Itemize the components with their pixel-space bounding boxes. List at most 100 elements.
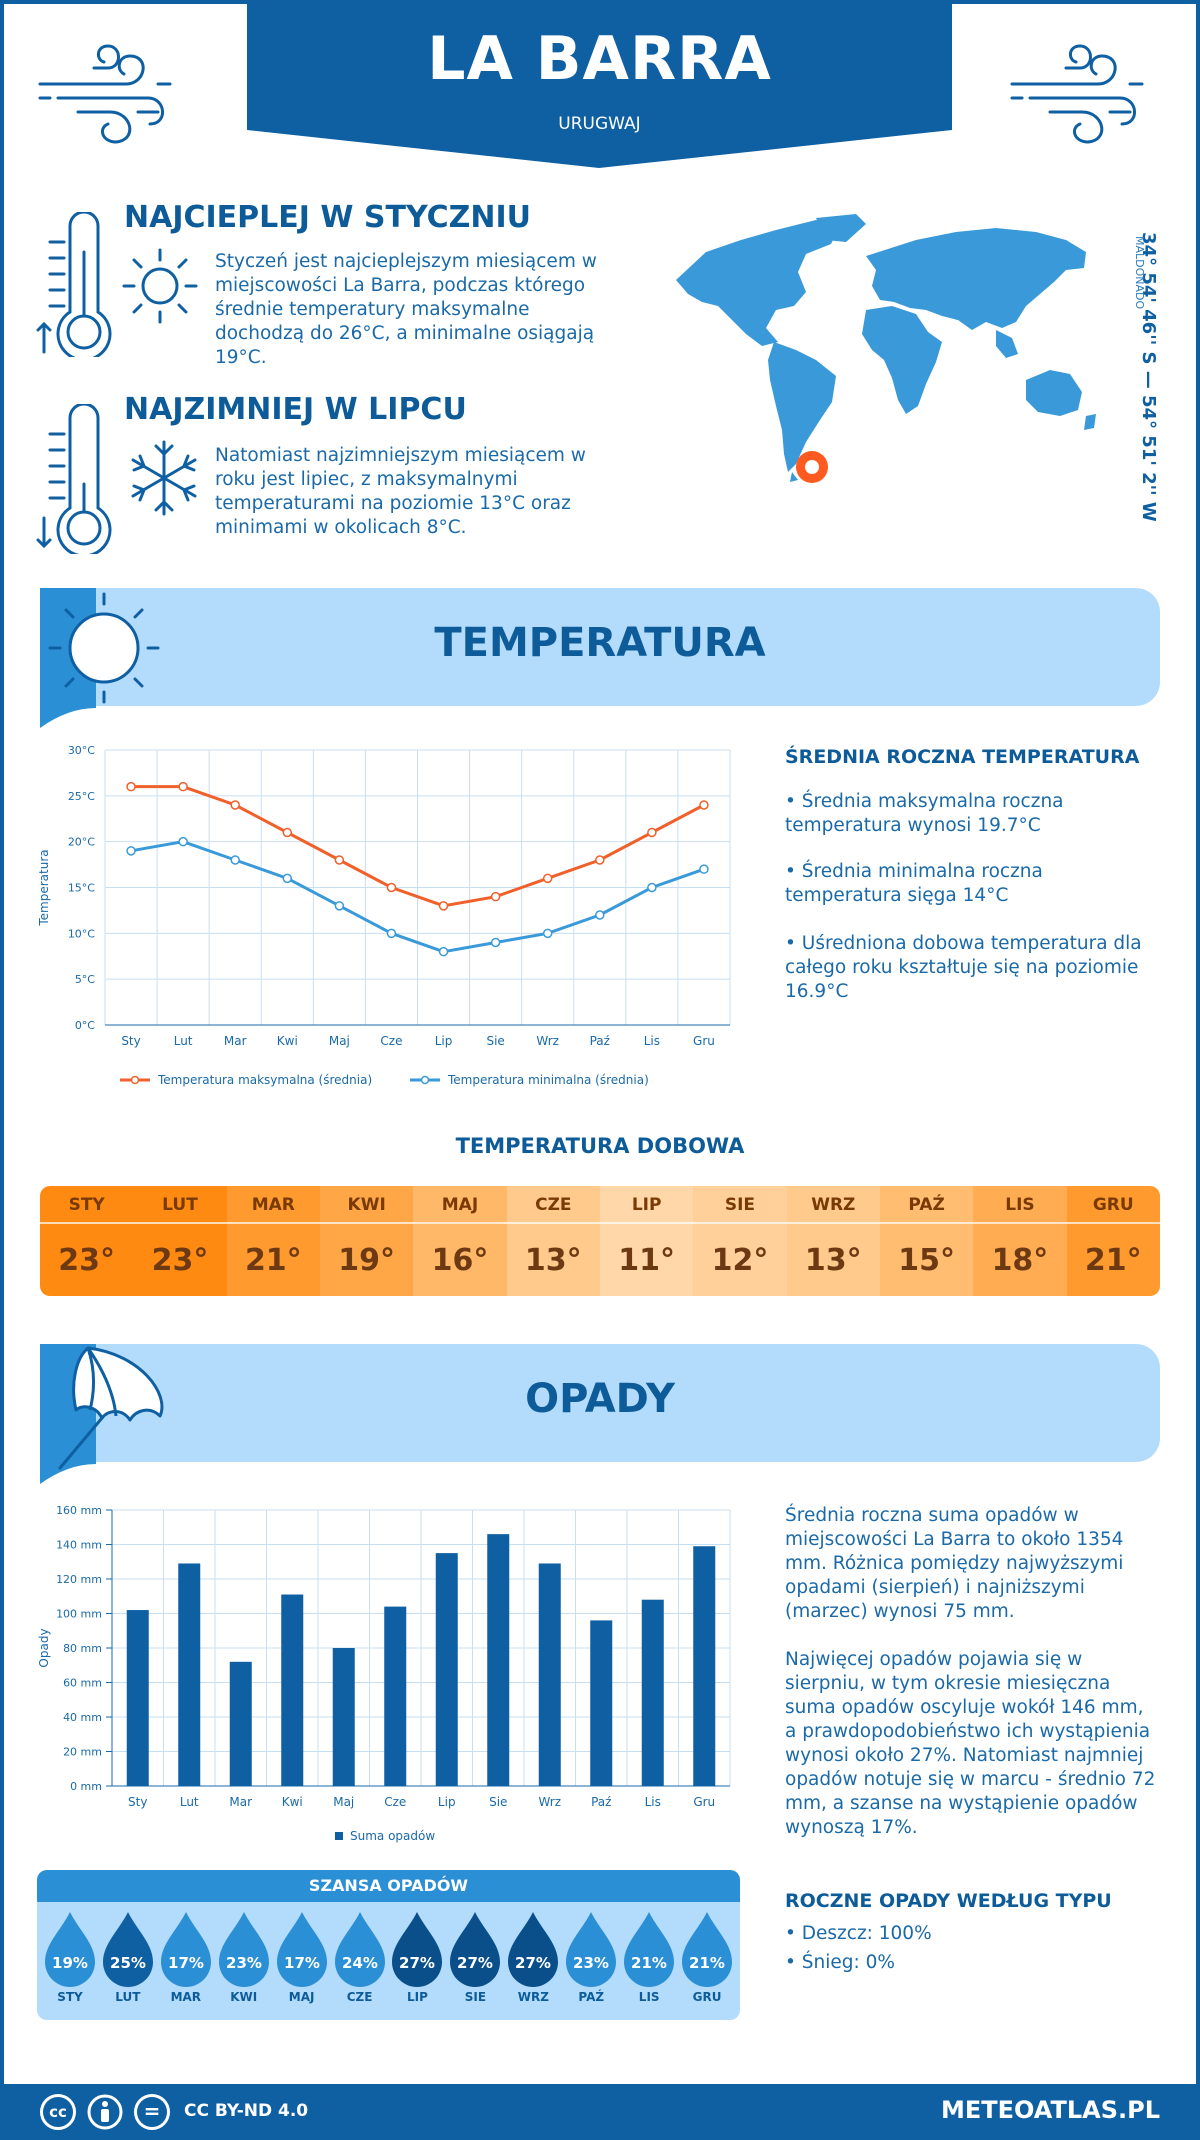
x-tick-label: Kwi	[282, 1795, 303, 1809]
rain-chance-value: 21%	[689, 1954, 725, 1972]
daily-temp-cell: SIE 12°	[693, 1186, 787, 1296]
legend-label: Suma opadów	[350, 1829, 435, 1843]
rain-chance-item: 27% WRZ	[504, 1910, 562, 2004]
daily-temp-cell: PAŹ 15°	[879, 1186, 974, 1296]
raindrop-icon: 17%	[160, 1912, 211, 1987]
daily-temp-value: 16°	[431, 1242, 489, 1278]
y-tick-label: 25°C	[68, 790, 95, 803]
daily-temp-month: KWI	[319, 1186, 414, 1224]
raindrop-icon: 23%	[566, 1912, 617, 1987]
daily-temp-cell: GRU 21°	[1066, 1186, 1160, 1296]
legend-label: Temperatura maksymalna (średnia)	[157, 1073, 372, 1087]
daily-temp-value: 21°	[1084, 1242, 1142, 1278]
wind-icon	[38, 44, 172, 144]
data-point	[595, 855, 605, 865]
cc-icon[interactable]: cc	[40, 2094, 76, 2130]
rain-chance-month: SIE	[464, 1990, 487, 2004]
y-tick-label: 5°C	[75, 973, 95, 986]
coldest-heading: NAJZIMNIEJ W LIPCU	[124, 392, 467, 427]
rain-chance-item: 27% LIP	[389, 1910, 447, 2004]
rain-chance-item: 17% MAJ	[273, 1910, 331, 2004]
daily-temp-cell: WRZ 13°	[786, 1186, 880, 1296]
y-axis-label: Opady	[37, 1628, 51, 1667]
umbrella-icon	[40, 1344, 164, 1484]
raindrop-icon: 21%	[682, 1912, 733, 1987]
y-tick-label: 140 mm	[56, 1539, 102, 1552]
rain-chance-item: 24% CZE	[331, 1910, 389, 2004]
raindrop-shape	[44, 1912, 95, 1987]
site-name[interactable]: METEOATLAS.PL	[940, 2096, 1160, 2124]
license-text[interactable]: CC BY-ND 4.0	[184, 2101, 309, 2121]
bar	[435, 1553, 458, 1786]
x-tick-label: Sie	[489, 1795, 507, 1809]
bar	[332, 1648, 355, 1786]
y-tick-label: 10°C	[68, 927, 95, 940]
daily-temp-value: 19°	[338, 1242, 396, 1278]
y-tick-label: 20°C	[68, 836, 95, 849]
daily-temp-table: STY 23° LUT 23° MAR 21° KWI 19° MAJ 16° CZE 13° LIP 1…	[40, 1186, 1160, 1296]
x-tick-label: Lip	[435, 1034, 453, 1048]
daily-temp-value: 12°	[711, 1242, 769, 1278]
bar	[178, 1563, 201, 1786]
precip-section-bar	[40, 1344, 1160, 1462]
rain-chance-value: 25%	[110, 1954, 146, 1972]
data-point	[126, 781, 136, 792]
rain-chance-item: 23% PAŹ	[562, 1910, 620, 2004]
data-point	[230, 855, 240, 865]
temp-side-heading: ŚREDNIA ROCZNA TEMPERATURA	[785, 746, 1140, 768]
country-name: URUGWAJ	[558, 114, 641, 134]
temp-point-3: • Uśredniona dobowa temperatura dla całe…	[785, 933, 1142, 1002]
y-tick-label: 0°C	[75, 1019, 95, 1032]
series-line-0	[131, 785, 705, 908]
x-tick-label: Gru	[693, 1795, 715, 1809]
sun-section-icon	[40, 588, 160, 728]
daily-temp-month: LIP	[599, 1186, 694, 1224]
header-banner	[247, 0, 952, 168]
precipitation-chart: 0 mm 20 mm 40 mm 60 mm 80 mm 100 mm 120 mm 140 …	[37, 1504, 731, 1843]
daily-temp-month: MAJ	[413, 1186, 507, 1224]
x-tick-label: Kwi	[277, 1034, 298, 1048]
daily-temp-value: 21°	[244, 1242, 302, 1278]
daily-temp-month: GRU	[1066, 1186, 1160, 1224]
raindrop-shape	[276, 1912, 327, 1987]
raindrop-icon: 27%	[450, 1912, 501, 1987]
page-title: LA BARRA	[427, 24, 772, 94]
daily-temp-month: LUT	[133, 1186, 227, 1224]
no-derivatives-icon[interactable]: =	[134, 2094, 170, 2130]
daily-temp-value: 23°	[58, 1242, 116, 1278]
rain-chance-value: 23%	[573, 1954, 609, 1972]
x-tick-label: Mar	[224, 1034, 247, 1048]
daily-temp-month: MAR	[226, 1186, 320, 1224]
raindrop-shape	[566, 1912, 617, 1987]
rain-chance-month: MAR	[170, 1990, 202, 2004]
daily-temp-value: 18°	[991, 1242, 1049, 1278]
data-point	[699, 800, 709, 810]
attribution-icon[interactable]	[87, 2094, 123, 2130]
raindrop-shape	[450, 1912, 501, 1987]
rain-chance-month: STY	[57, 1990, 83, 2004]
raindrop-icon: 25%	[102, 1912, 153, 1987]
precip-type-rain: • Deszcz: 100%	[785, 1923, 932, 1944]
data-point	[438, 946, 449, 957]
thermometer-cold-icon	[36, 404, 112, 554]
rain-chance-month: GRU	[692, 1990, 722, 2004]
rain-chance-item: 21% GRU	[678, 1910, 736, 2004]
daily-temp-cell: STY 23°	[40, 1186, 134, 1296]
data-point	[595, 910, 605, 920]
rain-chance-value: 21%	[631, 1954, 667, 1972]
precip-type-snow: • Śnieg: 0%	[785, 1952, 895, 1973]
rain-chance-month: MAJ	[288, 1990, 315, 2004]
data-point	[386, 882, 397, 893]
temperature-chart: 0°C 5°C 10°C 15°C 20°C 25°C 30°C Sty Lut Mar Kwi Ma…	[37, 744, 731, 1087]
rain-chance-value: 17%	[284, 1954, 320, 1972]
y-tick-label: 120 mm	[56, 1573, 102, 1586]
precip-chance-panel: SZANSA OPADÓW 19% STY 25% LUT 17% MAR 23% KWI 17…	[37, 1870, 740, 2020]
warmest-text: Styczeń jest najcieplejszym miesiącem w …	[215, 251, 597, 368]
x-tick-label: Wrz	[538, 1795, 561, 1809]
daily-temp-cell: KWI 19°	[319, 1186, 414, 1296]
rain-chance-value: 27%	[457, 1954, 493, 1972]
daily-temp-month: SIE	[693, 1186, 787, 1224]
x-tick-label: Lut	[174, 1034, 193, 1048]
raindrop-shape	[624, 1912, 675, 1987]
data-point	[542, 928, 553, 939]
